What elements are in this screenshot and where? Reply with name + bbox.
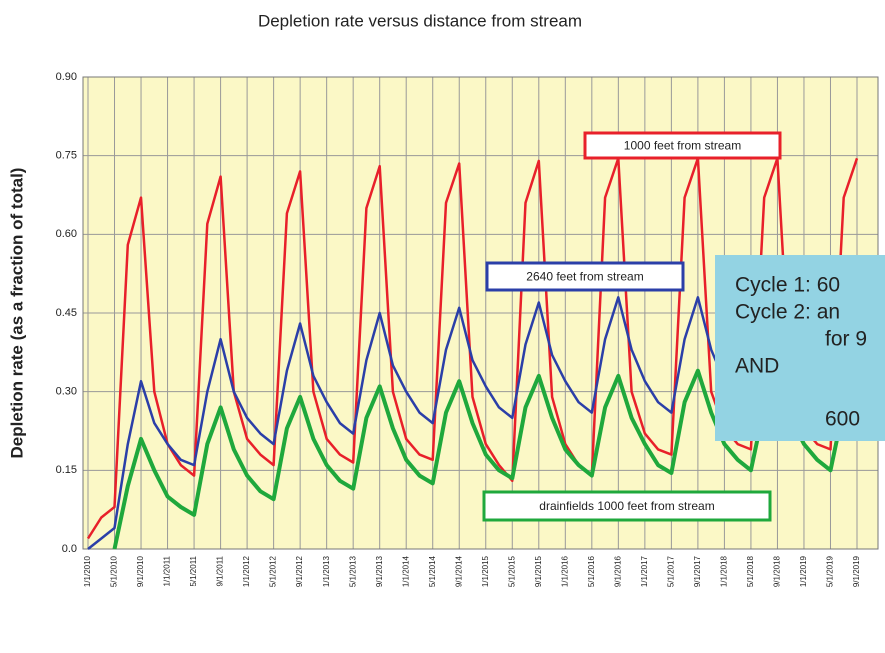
x-tick-label: 9/1/2012: [295, 555, 304, 587]
x-tick-label: 5/1/2016: [587, 555, 596, 587]
overlay-text: for 9: [825, 328, 867, 351]
x-tick-label: 5/1/2010: [110, 555, 119, 587]
x-tick-label: 9/1/2010: [136, 555, 145, 587]
x-tick-label: 9/1/2014: [454, 555, 463, 587]
series-label-box: [583, 131, 782, 160]
x-tick-label: 5/1/2018: [746, 555, 755, 587]
y-tick-label: 0.75: [56, 150, 77, 162]
x-tick-label: 1/1/2019: [799, 555, 808, 587]
y-tick-label: 0.45: [56, 307, 77, 319]
x-tick-label: 9/1/2018: [773, 555, 782, 587]
series-label: 1000 feet from stream: [624, 139, 741, 153]
x-tick-label: 1/1/2016: [560, 555, 569, 587]
x-tick-label: 5/1/2017: [666, 555, 675, 587]
y-tick-label: 0.15: [56, 464, 77, 476]
x-tick-label: 9/1/2015: [534, 555, 543, 587]
series-label: drainfields 1000 feet from stream: [539, 499, 714, 513]
x-tick-label: 1/1/2010: [83, 555, 92, 587]
overlay-text: AND: [735, 355, 779, 378]
series-line: [112, 368, 859, 550]
series-label-box: [482, 490, 772, 522]
x-tick-label: 9/1/2019: [852, 555, 861, 587]
x-tick-label: 1/1/2014: [401, 555, 410, 587]
x-tick-label: 1/1/2012: [242, 555, 251, 587]
x-tick-label: 1/1/2017: [640, 555, 649, 587]
overlay-box: [715, 255, 885, 441]
x-tick-label: 5/1/2012: [269, 555, 278, 587]
x-tick-label: 1/1/2015: [481, 555, 490, 587]
x-tick-label: 1/1/2018: [720, 555, 729, 587]
x-tick-label: 9/1/2016: [613, 555, 622, 587]
y-tick-label: 0.60: [56, 228, 77, 240]
overlay-text: 600: [825, 408, 860, 431]
y-tick-label: 0.30: [56, 386, 77, 398]
chart-title: Depletion rate versus distance from stre…: [258, 11, 582, 30]
y-tick-label: 0.90: [56, 71, 77, 83]
x-tick-label: 5/1/2019: [826, 555, 835, 587]
overlay-text: Cycle 1: 60: [735, 274, 840, 297]
x-tick-label: 5/1/2011: [189, 555, 198, 586]
series-label-box: [485, 261, 685, 292]
x-tick-label: 5/1/2014: [428, 555, 437, 587]
x-tick-label: 9/1/2017: [693, 555, 702, 587]
x-tick-label: 9/1/2013: [375, 555, 384, 587]
series-label: 2640 feet from stream: [526, 270, 643, 284]
x-tick-label: 5/1/2013: [348, 555, 357, 587]
x-tick-label: 1/1/2011: [163, 555, 172, 586]
x-tick-label: 5/1/2015: [507, 555, 516, 587]
overlay-text: Cycle 2: an: [735, 301, 840, 324]
x-tick-label: 1/1/2013: [322, 555, 331, 587]
y-tick-label: 0.0: [62, 543, 77, 555]
x-tick-label: 9/1/2011: [216, 555, 225, 586]
y-axis-label: Depletion rate (as a fraction of total): [7, 168, 26, 459]
